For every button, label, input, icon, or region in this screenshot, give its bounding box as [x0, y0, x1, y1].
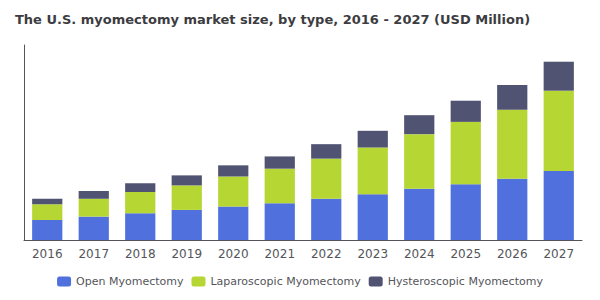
svg-text:2019: 2019 [171, 247, 202, 261]
svg-text:2026: 2026 [497, 247, 528, 261]
svg-text:2017: 2017 [78, 247, 109, 261]
svg-text:Laparoscopic Myomectomy: Laparoscopic Myomectomy [210, 275, 361, 288]
svg-text:2018: 2018 [125, 247, 156, 261]
svg-text:Open Myomectomy: Open Myomectomy [76, 275, 184, 288]
svg-text:2027: 2027 [543, 247, 574, 261]
svg-text:2016: 2016 [32, 247, 63, 261]
svg-text:2020: 2020 [218, 247, 249, 261]
svg-text:Hysteroscopic Myomectomy: Hysteroscopic Myomectomy [388, 275, 544, 288]
svg-text:2025: 2025 [450, 247, 481, 261]
svg-text:2024: 2024 [404, 247, 435, 261]
svg-text:The U.S. myomectomy market siz: The U.S. myomectomy market size, by type… [15, 12, 530, 27]
svg-text:2021: 2021 [264, 247, 295, 261]
svg-text:2022: 2022 [311, 247, 342, 261]
svg-text:2023: 2023 [357, 247, 388, 261]
